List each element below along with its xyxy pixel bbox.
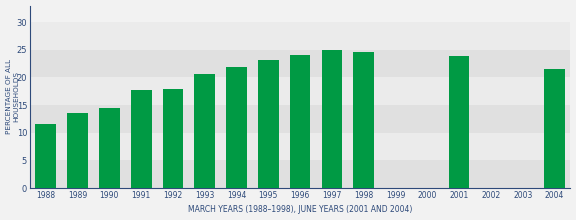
- Bar: [30, 22, 570, 50]
- Bar: [354, 52, 374, 188]
- Bar: [131, 90, 151, 188]
- X-axis label: MARCH YEARS (1988–1998), JUNE YEARS (2001 AND 2004): MARCH YEARS (1988–1998), JUNE YEARS (200…: [188, 205, 412, 214]
- Bar: [30, 105, 570, 133]
- Bar: [226, 67, 247, 188]
- Bar: [449, 56, 469, 188]
- Bar: [30, 77, 570, 105]
- Bar: [544, 69, 565, 188]
- Y-axis label: PERCENTAGE OF ALL
HOUSEHOLDS: PERCENTAGE OF ALL HOUSEHOLDS: [6, 59, 19, 134]
- Bar: [321, 50, 342, 188]
- Bar: [99, 108, 120, 188]
- Bar: [67, 114, 88, 188]
- Bar: [290, 55, 310, 188]
- Bar: [258, 60, 279, 188]
- Bar: [162, 88, 183, 188]
- Bar: [195, 74, 215, 188]
- Bar: [36, 124, 56, 188]
- Bar: [30, 160, 570, 188]
- Bar: [30, 133, 570, 160]
- Bar: [30, 50, 570, 77]
